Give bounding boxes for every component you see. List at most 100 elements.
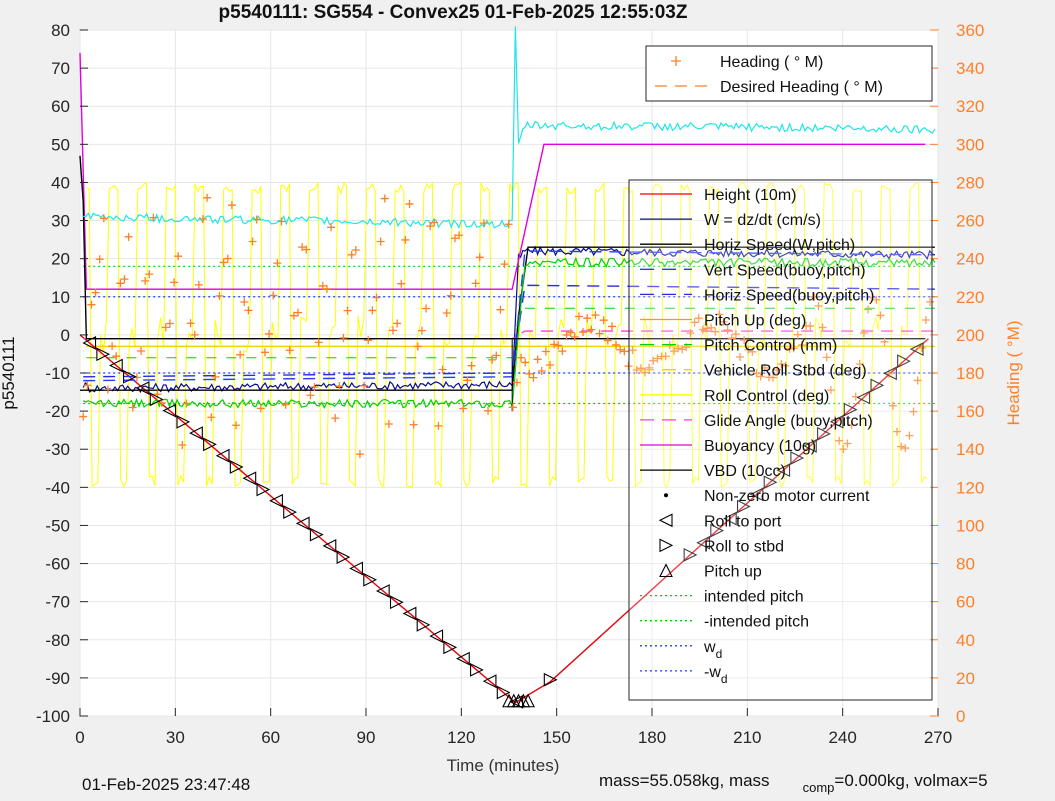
heading-marker (207, 413, 216, 422)
heading-marker (83, 381, 92, 390)
heading-marker (826, 386, 835, 395)
heading-marker (128, 403, 137, 412)
footer-mass-sub: comp (802, 780, 835, 795)
heading-marker (252, 215, 261, 224)
heading-marker (876, 311, 885, 320)
heading-marker (574, 312, 583, 321)
x-tick-label: 150 (542, 728, 570, 747)
y-tick-label: -60 (45, 555, 70, 574)
heading-marker (372, 293, 381, 302)
y2-axis-label: Heading ( °M) (1004, 320, 1023, 425)
roll-port-marker (108, 358, 123, 373)
heading-marker (165, 319, 174, 328)
heading-marker (727, 334, 736, 343)
roll-stbd-marker (389, 595, 404, 610)
heading-marker (760, 363, 769, 372)
heading-marker (306, 391, 315, 400)
legend-label: Horiz Speed(buoy,pitch) (704, 287, 874, 304)
legend-label: Vert Speed(buoy,pitch) (704, 262, 866, 279)
roll-port-marker (135, 381, 150, 395)
y2-tick-label: 220 (956, 288, 984, 307)
roll-stbd-marker (229, 460, 244, 474)
heading-marker (698, 325, 707, 334)
roll-stbd-marker (309, 527, 324, 542)
heading-marker (719, 317, 728, 326)
y2-tick-label: 100 (956, 516, 984, 535)
heading-marker (901, 444, 910, 453)
legend-marker (671, 56, 681, 66)
y2-tick-label: 120 (956, 478, 984, 497)
heading-marker (339, 333, 348, 342)
roll-stbd-marker (897, 354, 911, 369)
heading-marker (397, 279, 406, 288)
legend-label: Pitch Up (deg) (704, 313, 806, 330)
heading-marker (591, 311, 600, 320)
heading-marker (810, 292, 819, 301)
roll-port-marker (803, 439, 817, 453)
heading-marker (736, 353, 745, 362)
roll-stbd-marker (283, 505, 297, 519)
heading-marker (293, 308, 302, 317)
heading-marker (331, 414, 340, 423)
heading-marker (149, 213, 158, 222)
heading-marker (141, 276, 150, 285)
heading-marker (583, 314, 592, 323)
heading-marker (905, 431, 914, 440)
heading-marker (203, 193, 212, 202)
heading-marker (475, 253, 484, 262)
legend-label: Roll to stbd (704, 538, 784, 555)
heading-marker (620, 347, 629, 356)
heading-marker (748, 347, 757, 356)
heading-marker (380, 194, 389, 203)
roll-stbd-marker (790, 451, 805, 465)
legend-label: Buoyancy (10g) (704, 438, 816, 455)
y-tick-label: -30 (45, 440, 70, 459)
legend-label: -intended pitch (704, 614, 809, 631)
heading-marker (314, 338, 323, 347)
y2-tick-label: 300 (956, 135, 984, 154)
heading-marker (484, 406, 493, 415)
heading-marker (843, 439, 852, 448)
roll-stbd-marker (543, 672, 558, 687)
axes: 0 30 60 90 120 150 180 210 240 270-100-90-80-70-6… (36, 21, 984, 747)
heading-marker (541, 347, 550, 356)
roll-stbd-marker (496, 685, 511, 700)
heading-marker (108, 342, 117, 351)
y2-tick-label: 340 (956, 59, 984, 78)
heading-marker (322, 284, 331, 293)
roll-stbd-marker (203, 437, 217, 452)
heading-marker (661, 352, 670, 361)
roll-port-marker (482, 674, 497, 689)
roll-port-marker (215, 448, 230, 463)
heading-marker (806, 322, 815, 331)
heading-marker (690, 318, 699, 327)
legend-box (628, 179, 933, 701)
roll-port-marker (856, 390, 871, 405)
heading-marker (888, 401, 897, 410)
heading-marker (645, 363, 654, 372)
heading-marker (558, 347, 567, 356)
series-line (82, 256, 936, 410)
heading-marker (921, 316, 930, 325)
heading-marker (256, 404, 265, 413)
y2-tick-label: 200 (956, 326, 984, 345)
heading-marker (413, 342, 422, 351)
heading-marker (99, 214, 108, 223)
heading-marker (198, 214, 207, 223)
legend-marker (658, 513, 673, 528)
heading-marker (793, 330, 802, 339)
heading-marker (215, 291, 224, 300)
heading-marker (864, 305, 873, 314)
heading-marker (529, 373, 538, 382)
heading-marker (595, 329, 604, 338)
heading-marker (343, 306, 352, 315)
heading-marker (91, 288, 100, 297)
heading-marker (512, 378, 521, 387)
heading-marker (145, 270, 154, 279)
y2-tick-label: 280 (956, 173, 984, 192)
roll-port-marker (776, 463, 791, 478)
heading-marker (335, 382, 344, 391)
roll-stbd-marker (96, 347, 111, 362)
y-tick-label: 50 (51, 135, 70, 154)
roll-port-marker (909, 342, 924, 356)
